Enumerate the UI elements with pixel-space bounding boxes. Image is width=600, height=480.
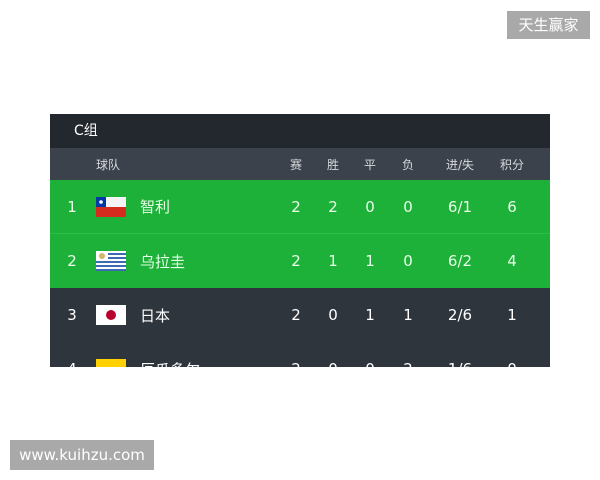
goals-value: 2/6 — [447, 306, 473, 324]
won-value: 0 — [328, 306, 338, 324]
points-value: 6 — [507, 197, 517, 216]
col-team: 球队 — [96, 157, 121, 172]
rank: 4 — [52, 342, 92, 367]
points-value: 1 — [507, 306, 517, 324]
watermark-top: 天生赢家 — [507, 11, 590, 39]
team-name: 智利 — [140, 198, 171, 216]
rank: 3 — [67, 306, 77, 324]
goals-value: 6/1 — [447, 197, 473, 216]
played-value: 2 — [276, 342, 316, 367]
goals-value: 1/6 — [435, 342, 485, 367]
table-row[interactable]: 4厄瓜多尔20021/60 — [50, 342, 550, 367]
drawn-value: 1 — [365, 306, 375, 324]
won-value: 0 — [313, 342, 353, 367]
played-value: 2 — [291, 306, 301, 324]
lost-value: 1 — [403, 306, 413, 324]
team-name: 日本 — [140, 306, 171, 325]
group-title: C组 — [50, 114, 550, 148]
team-name: 乌拉圭 — [140, 252, 186, 271]
uruguay-flag-icon — [96, 251, 126, 271]
lost-value: 0 — [403, 197, 413, 216]
played-value: 2 — [291, 252, 301, 270]
table-row[interactable]: 3 日本 2 0 1 1 2/6 1 — [50, 288, 550, 342]
points-value: 4 — [507, 252, 517, 270]
drawn-value: 0 — [365, 197, 375, 216]
rank: 2 — [67, 252, 77, 270]
points-value: 0 — [492, 342, 532, 367]
ecuador-flag-icon — [96, 359, 126, 367]
drawn-value: 0 — [350, 342, 390, 367]
col-won: 胜 — [326, 157, 339, 172]
col-points: 积分 — [499, 157, 524, 172]
col-played: 赛 — [289, 157, 302, 172]
watermark-bottom: www.kuihzu.com — [10, 440, 154, 470]
table-row[interactable]: 1 智利 2 2 0 0 6/1 6 — [50, 180, 550, 234]
goals-value: 6/2 — [447, 252, 473, 270]
column-header-row: 球队 赛 胜 平 负 进/失 积分 — [50, 148, 550, 180]
drawn-value: 1 — [365, 252, 375, 270]
japan-flag-icon — [96, 305, 126, 325]
rank: 1 — [67, 197, 77, 216]
col-goals: 进/失 — [445, 157, 475, 172]
col-drawn: 平 — [363, 157, 376, 172]
lost-value: 2 — [388, 342, 428, 367]
team-name: 厄瓜多尔 — [140, 342, 200, 368]
table-row[interactable]: 2 乌拉圭 2 1 1 0 6/2 4 — [50, 234, 550, 288]
played-value: 2 — [291, 197, 301, 216]
col-lost: 负 — [401, 157, 414, 172]
lost-value: 0 — [403, 252, 413, 270]
standings-table: C组 球队 赛 胜 平 负 进/失 积分 1 智利 2 2 0 0 6/1 6 2 乌拉圭 2 1 1 0… — [50, 114, 550, 367]
chile-flag-icon — [96, 197, 126, 217]
won-value: 1 — [328, 252, 338, 270]
won-value: 2 — [328, 197, 338, 216]
